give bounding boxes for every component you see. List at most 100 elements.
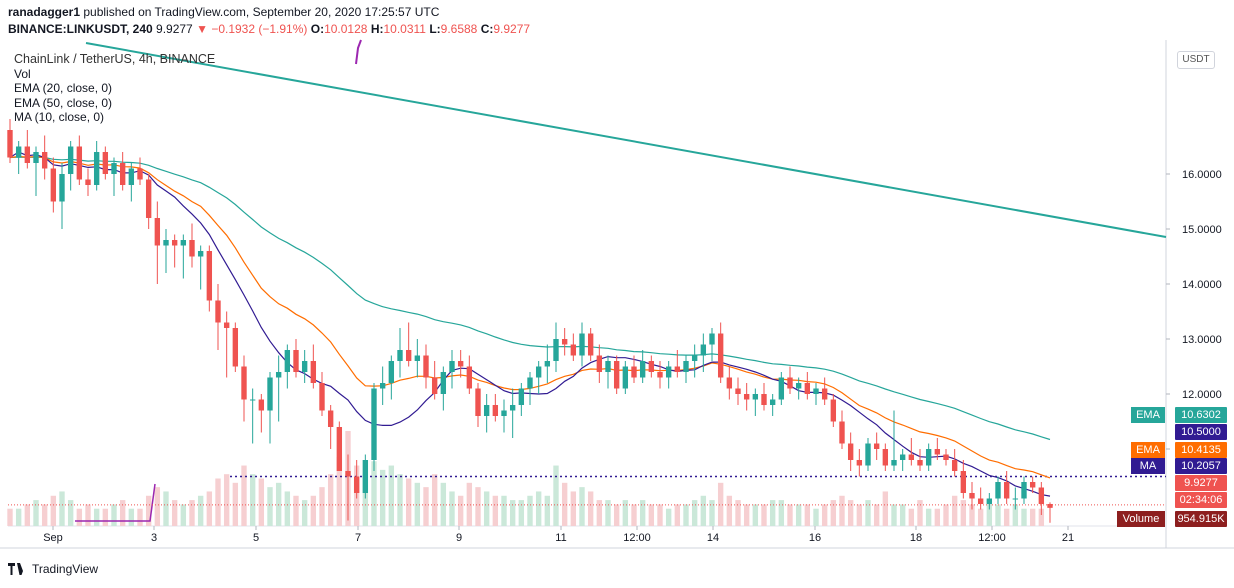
candle-body: [223, 322, 230, 328]
candle-body: [388, 361, 395, 383]
candle-body: [163, 240, 169, 246]
candle-body: [336, 427, 343, 471]
volume-bar: [93, 508, 100, 526]
volume-bar: [683, 504, 689, 526]
volume-bar: [223, 474, 230, 526]
candle-body: [85, 179, 91, 185]
author-name[interactable]: ranadagger1: [8, 5, 81, 19]
volume-bar: [15, 508, 22, 526]
volume-bar: [891, 504, 897, 526]
volume-bar: [605, 500, 611, 526]
candle-body: [579, 333, 585, 356]
legend-ema50[interactable]: EMA (50, close, 0): [14, 95, 113, 110]
volume-bar: [41, 504, 48, 526]
legend-vol[interactable]: Vol: [14, 66, 31, 81]
candle-body: [284, 350, 291, 372]
chart-legend: ChainLink / TetherUS, 4h, BINANCE Vol EM…: [14, 52, 215, 125]
candle-body: [362, 460, 369, 493]
volume-bar: [137, 508, 143, 526]
volume-bar: [908, 508, 915, 526]
volume-bar: [778, 500, 785, 526]
volume-bar: [293, 495, 299, 526]
candle-body: [804, 383, 811, 394]
candle-body: [7, 130, 13, 158]
ma-tag: MA: [1131, 458, 1165, 474]
candle-body: [717, 333, 724, 378]
volume-bar: [171, 500, 178, 526]
volume-bar: [189, 500, 195, 526]
x-tick-label: 21: [1062, 532, 1074, 544]
candle-body: [821, 388, 828, 400]
candle-body: [405, 350, 412, 361]
volume-bar: [232, 482, 239, 526]
candle-body: [873, 443, 880, 449]
currency-button[interactable]: USDT: [1177, 51, 1215, 69]
down-arrow-icon: ▼: [196, 22, 208, 36]
volume-bar: [735, 500, 741, 526]
volume-bar: [76, 508, 83, 526]
legend-ema20[interactable]: EMA (20, close, 0): [14, 81, 113, 95]
volume-bar: [414, 482, 421, 526]
chart-title: ChainLink / TetherUS, 4h, BINANCE: [14, 52, 216, 66]
candle-body: [795, 383, 802, 389]
candle-body: [570, 344, 577, 356]
volume-bar: [67, 500, 74, 526]
volume-bar: [648, 504, 655, 526]
candle-body: [232, 328, 239, 367]
candle-body: [137, 168, 143, 180]
open-value: 10.0128: [324, 22, 368, 36]
ema50-line: [9, 156, 1051, 441]
volume-bar: [145, 495, 152, 526]
candle-body: [899, 454, 906, 460]
volume-bar: [665, 508, 672, 526]
candle-body: [310, 361, 317, 383]
candle-body: [830, 399, 837, 422]
candle-body: [301, 361, 308, 372]
candle-body: [674, 366, 681, 372]
y-tick-label: 14.0000: [1182, 279, 1222, 291]
volume-bar: [267, 487, 273, 526]
ema20-price-badge: 10.4135: [1175, 442, 1227, 458]
candle-body: [327, 410, 334, 427]
volume-bar: [969, 504, 975, 526]
candle-body: [865, 443, 871, 466]
ohlc-line: BINANCE:LINKUSDT, 240 9.9277 ▼ −0.1932 (…: [8, 22, 530, 36]
candle-body: [553, 339, 559, 361]
volume-bar: [613, 504, 620, 526]
candle-body: [605, 361, 611, 372]
countdown-badge: 02:34:06: [1175, 492, 1227, 508]
volume-bar: [7, 508, 13, 526]
symbol-interval: BINANCE:LINKUSDT, 240: [8, 22, 153, 36]
volume-bar: [986, 500, 993, 526]
volume-bar: [527, 495, 533, 526]
candle-body: [189, 240, 195, 257]
volume-bar: [839, 495, 845, 526]
x-tick-label: 16: [809, 532, 821, 544]
volume-bar: [85, 504, 91, 526]
close-value: 9.9277: [493, 22, 531, 36]
footer: TradingView: [8, 562, 98, 576]
candle-body: [977, 498, 984, 504]
descending-trendline: [85, 42, 1167, 238]
volume-bar: [371, 461, 377, 526]
candle-body: [93, 152, 100, 185]
legend-ma[interactable]: MA (10, close, 0): [14, 110, 105, 124]
candle-body: [787, 377, 793, 389]
volume-bar: [899, 504, 906, 526]
volume-bar: [561, 482, 568, 526]
volume-bar: [388, 465, 395, 526]
x-tick-label: 12:00: [978, 532, 1006, 544]
candle-body: [917, 460, 923, 466]
candle-body: [665, 366, 672, 378]
volume-bar: [847, 500, 854, 526]
footer-brand[interactable]: TradingView: [32, 562, 99, 576]
volume-bar: [1012, 504, 1019, 526]
y-tick-label: 16.0000: [1182, 169, 1222, 181]
candle-body: [735, 388, 741, 394]
volume-bar: [483, 491, 490, 526]
volume-bar: [457, 495, 464, 526]
low-label: L:: [429, 22, 441, 36]
volume-bar: [215, 478, 221, 526]
volume-bar: [423, 487, 429, 526]
